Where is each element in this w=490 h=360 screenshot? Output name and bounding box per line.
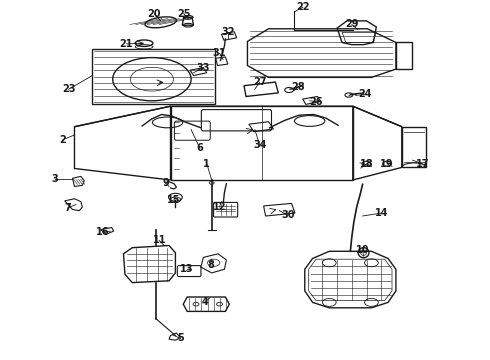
Text: 24: 24 bbox=[358, 89, 372, 99]
Text: 29: 29 bbox=[345, 19, 359, 30]
Text: 27: 27 bbox=[253, 77, 267, 87]
Text: 17: 17 bbox=[416, 159, 429, 169]
Text: 9: 9 bbox=[162, 178, 169, 188]
Text: 14: 14 bbox=[374, 208, 388, 218]
Text: 12: 12 bbox=[213, 202, 226, 212]
Text: 5: 5 bbox=[177, 333, 184, 343]
Text: 25: 25 bbox=[177, 9, 191, 19]
Text: 30: 30 bbox=[281, 210, 295, 220]
Text: 28: 28 bbox=[291, 82, 305, 92]
Text: 11: 11 bbox=[152, 235, 166, 246]
Text: 34: 34 bbox=[253, 140, 267, 150]
Text: 18: 18 bbox=[360, 159, 373, 169]
Text: 19: 19 bbox=[380, 159, 394, 169]
Text: 22: 22 bbox=[296, 2, 310, 12]
Text: 10: 10 bbox=[356, 245, 369, 255]
Text: 7: 7 bbox=[64, 203, 71, 213]
Text: 1: 1 bbox=[203, 159, 210, 169]
Text: 26: 26 bbox=[309, 96, 323, 107]
Text: 3: 3 bbox=[51, 174, 58, 184]
Text: 33: 33 bbox=[196, 63, 210, 73]
Text: 20: 20 bbox=[147, 9, 161, 19]
Text: 16: 16 bbox=[96, 227, 110, 237]
Text: 31: 31 bbox=[213, 48, 226, 58]
Text: 2: 2 bbox=[59, 135, 66, 145]
Text: 13: 13 bbox=[180, 264, 194, 274]
Text: 8: 8 bbox=[207, 260, 214, 270]
Text: 15: 15 bbox=[167, 195, 181, 205]
Text: 21: 21 bbox=[120, 39, 133, 49]
Text: 32: 32 bbox=[221, 27, 235, 37]
Text: 4: 4 bbox=[201, 297, 208, 307]
Text: 6: 6 bbox=[196, 143, 203, 153]
Text: 23: 23 bbox=[62, 84, 75, 94]
